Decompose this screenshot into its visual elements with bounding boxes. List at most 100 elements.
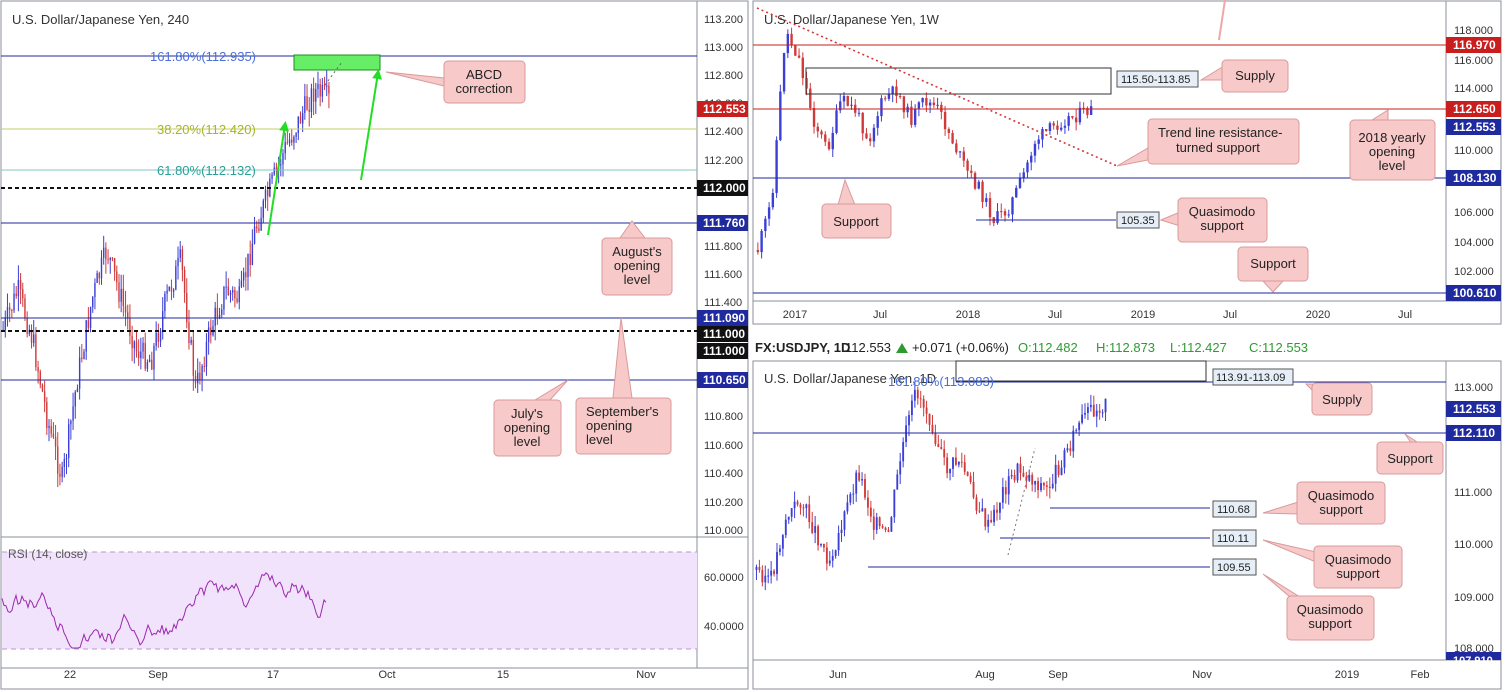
candle-body — [984, 508, 987, 527]
candle-body — [952, 457, 954, 469]
candle-body — [122, 288, 125, 307]
callout-d-qm1-line1: Quasimodo — [1308, 488, 1374, 503]
candle-body — [1095, 410, 1098, 417]
candle-body — [887, 529, 890, 532]
candle-body — [157, 332, 160, 342]
candle-body — [1033, 143, 1037, 156]
candle-body — [301, 113, 304, 124]
candle-body — [59, 473, 61, 477]
candle-body — [127, 312, 129, 319]
candle-body — [1010, 475, 1013, 477]
candle-body — [100, 257, 103, 279]
candle-body — [896, 474, 899, 490]
candle-body — [133, 341, 135, 349]
callout-september-line2: opening — [586, 418, 632, 433]
candle-body — [1060, 467, 1063, 476]
candle-body — [148, 359, 151, 363]
candle-body — [954, 457, 957, 465]
candle-body — [172, 289, 175, 292]
candle-body — [271, 174, 273, 179]
candle-body — [323, 84, 326, 87]
candle-body — [262, 200, 265, 218]
candle-body — [15, 293, 17, 297]
candle-body — [864, 479, 866, 498]
panel-4h: U.S. Dollar/Japanese Yen, 240 161.80%(11… — [0, 0, 749, 690]
candle-body — [801, 57, 805, 79]
x-tick-label: Feb — [1411, 669, 1430, 681]
candle-body — [966, 471, 969, 476]
candle-body — [48, 425, 50, 429]
candle-body — [932, 102, 936, 106]
candle-body — [996, 509, 998, 513]
candle-body — [794, 44, 797, 56]
candle-body — [131, 335, 133, 349]
candle-body — [771, 192, 775, 208]
candle-body — [916, 389, 919, 399]
candle-body — [293, 136, 295, 143]
y-tick-label: 109.000 — [1454, 592, 1494, 604]
candle-body — [227, 286, 230, 296]
callout-w-trend-line2: turned support — [1176, 140, 1260, 155]
candle-body — [755, 566, 758, 570]
x-tick-label: 2019 — [1131, 309, 1155, 321]
candle-body — [861, 112, 864, 134]
candle-body — [917, 102, 921, 109]
candle-body — [234, 290, 236, 299]
candle-body — [199, 372, 201, 381]
candle-body — [1013, 475, 1016, 481]
header-open: O:112.482 — [1018, 340, 1078, 355]
candle-body — [142, 342, 144, 352]
candle-body — [1015, 187, 1018, 198]
candle-body — [102, 247, 105, 258]
candle-body — [913, 108, 917, 125]
candle-body — [177, 257, 179, 267]
badge-112553-d: 112.553 — [1453, 402, 1496, 416]
candle-body — [756, 250, 760, 253]
candle-body — [61, 466, 63, 477]
x-tick-label: Sep — [148, 669, 168, 681]
callout-abcd-line1: ABCD — [466, 67, 502, 82]
candle-body — [977, 181, 980, 189]
candle-body — [943, 111, 947, 130]
candle-body — [970, 170, 973, 173]
callout-w-qm-line1: Quasimodo — [1189, 204, 1255, 219]
candle-body — [151, 359, 153, 370]
candle-body — [908, 415, 910, 426]
candle-body — [831, 132, 834, 150]
candle-body — [805, 504, 808, 509]
y-tick-label: 111.000 — [1454, 487, 1492, 499]
candle-body — [190, 339, 192, 344]
candle-body — [1057, 464, 1060, 476]
weekly-supply-zone — [805, 67, 1112, 95]
candle-body — [855, 472, 858, 494]
title-1d: U.S. Dollar/Japanese Yen, 1D — [764, 371, 936, 386]
candle-body — [816, 126, 819, 132]
candle-body — [17, 279, 20, 297]
callout-w-support2-text: Support — [1250, 256, 1296, 271]
candle-body — [966, 160, 969, 171]
candle-body — [1042, 483, 1045, 486]
candle-body — [124, 306, 127, 313]
candle-body — [67, 424, 70, 458]
candle-body — [820, 131, 823, 135]
candle-body — [990, 519, 993, 523]
candle-body — [33, 334, 35, 344]
candle-body — [972, 481, 975, 498]
y-tick-label: 110.200 — [704, 497, 743, 509]
candle-body — [875, 517, 878, 530]
candle-body — [107, 259, 109, 261]
candle-body — [1001, 487, 1004, 503]
badge-111000-a: 111.000 — [703, 327, 745, 341]
callout-w-arrow-top — [1218, 0, 1226, 41]
candle-body — [922, 398, 925, 408]
y-tick-label: 110.800 — [704, 411, 743, 423]
candle-body — [1059, 127, 1063, 130]
badge-112553: 112.553 — [703, 102, 746, 116]
candle-body — [310, 88, 313, 112]
candle-body — [857, 112, 861, 114]
y-tick-label: 113.000 — [704, 42, 743, 54]
header-symbol: FX:USDJPY, 1D — [755, 340, 850, 355]
callout-september: September's opening level — [575, 317, 672, 455]
candle-body — [761, 569, 764, 583]
candle-body — [1063, 125, 1067, 128]
